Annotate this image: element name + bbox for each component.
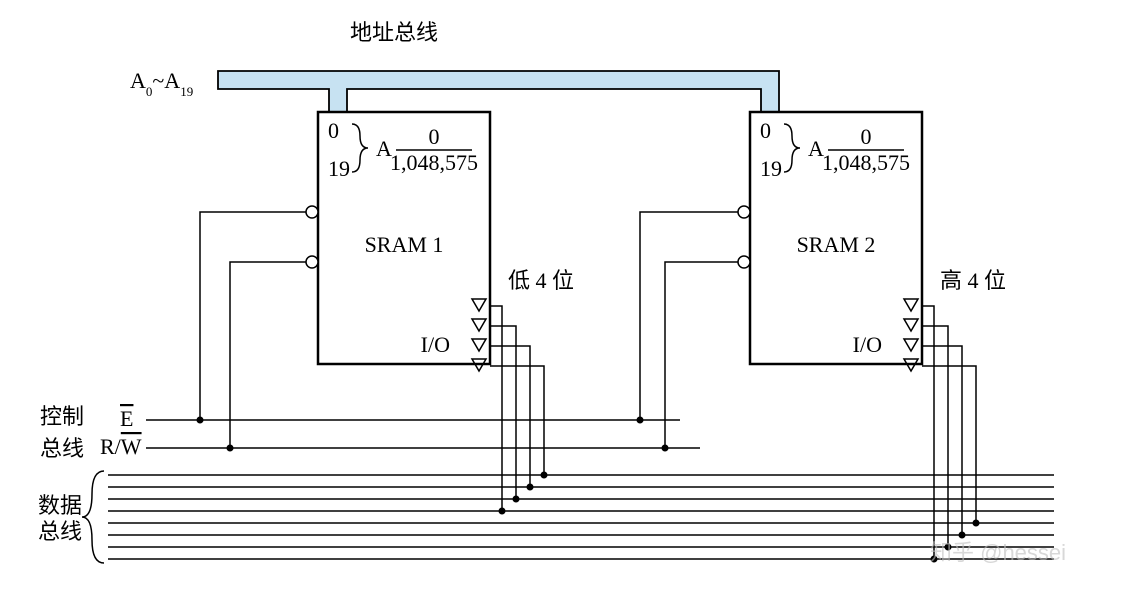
address-bus-label: 地址总线 <box>350 20 438 45</box>
svg-text:0: 0 <box>429 124 440 149</box>
rw-bubble-1 <box>306 256 318 268</box>
high4-label: 高 4 位 <box>940 268 1006 293</box>
svg-text:19: 19 <box>760 156 782 181</box>
svg-text:0: 0 <box>328 118 339 143</box>
rw-bubble-2 <box>738 256 750 268</box>
svg-text:I/O: I/O <box>853 332 882 357</box>
io-wire-2-1 <box>922 326 948 547</box>
enable-bubble-2 <box>738 206 750 218</box>
io-wire-1-2 <box>490 346 530 487</box>
data-bus-label-1: 数据 <box>38 493 82 518</box>
svg-text:0: 0 <box>861 124 872 149</box>
low4-label: 低 4 位 <box>508 268 574 293</box>
enable-bubble-1 <box>306 206 318 218</box>
RW-label: R/W <box>100 434 142 459</box>
E-label: E <box>120 406 133 431</box>
io-wire-2-2 <box>922 346 962 535</box>
svg-text:I/O: I/O <box>421 332 450 357</box>
chip-2-title: SRAM 2 <box>797 232 876 257</box>
svg-text:19: 19 <box>328 156 350 181</box>
io-wire-1-0 <box>490 306 502 511</box>
address-bus-arrow <box>218 71 789 148</box>
chip-1-title: SRAM 1 <box>365 232 444 257</box>
svg-text:控制: 控制 <box>40 404 84 429</box>
io-wire-1-1 <box>490 326 516 499</box>
svg-text:1,048,575: 1,048,575 <box>390 150 478 175</box>
addr-range-label: A0~A19 <box>130 68 193 99</box>
svg-text:总线: 总线 <box>40 436 84 461</box>
svg-text:0: 0 <box>760 118 771 143</box>
watermark: 知乎 @hessei <box>930 540 1066 565</box>
data-bus-label-2: 总线 <box>38 519 82 544</box>
io-wire-2-0 <box>922 306 934 559</box>
svg-text:1,048,575: 1,048,575 <box>822 150 910 175</box>
